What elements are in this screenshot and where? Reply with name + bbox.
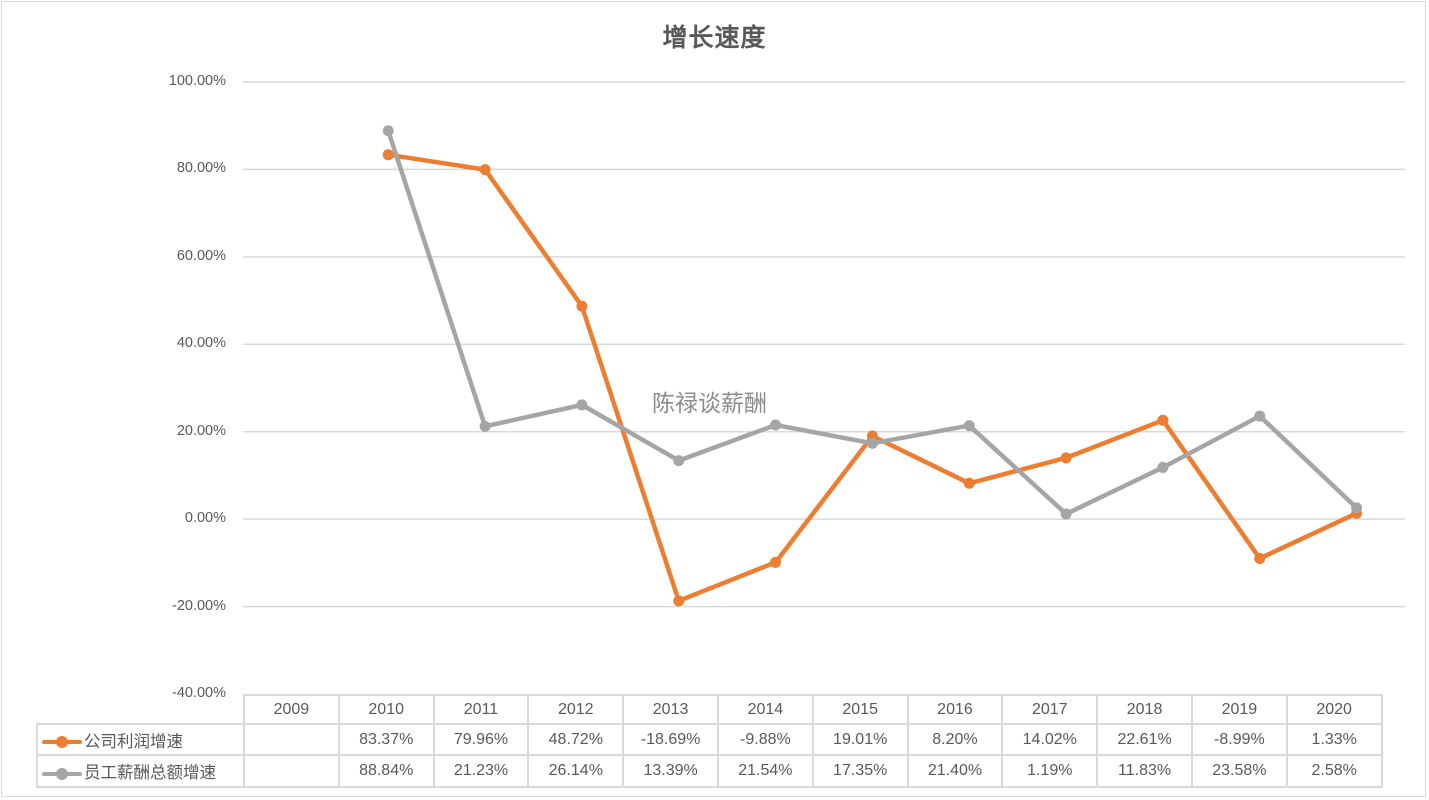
data-point-marker [1157,414,1169,426]
table-cell: 21.40% [906,754,1004,788]
series-line-0 [386,152,1359,604]
data-point-marker [770,419,782,431]
category-header: 2012 [527,694,625,725]
data-point-marker [1060,508,1072,520]
data-point-marker [1157,461,1169,473]
table-cell: 23.58% [1190,754,1288,788]
data-point-marker [673,595,685,607]
y-tick-label: 80.00% [176,160,226,177]
data-point-marker [963,477,975,489]
table-cell: 88.84% [337,754,435,788]
table-cell: 19.01% [811,723,909,756]
category-header: 2015 [811,694,909,725]
data-point-marker [1254,552,1266,564]
category-header: 2017 [1001,694,1099,725]
category-header: 2011 [432,694,530,725]
table-cell: -9.88% [716,723,814,756]
table-cell: 11.83% [1096,754,1193,788]
table-cell: -8.99% [1190,723,1288,756]
data-point-marker [963,420,975,432]
legend-label: 公司利润增速 [84,731,183,751]
legend-key-icon [42,735,82,749]
table-header-row: 2009 2010 2011 2012 2013 2014 2015 2016 2017 2018… [37,694,1383,725]
legend-item-profit: 公司利润增速 [36,723,245,756]
y-tick-label: -20.00% [171,597,226,614]
category-header: 2013 [622,694,719,725]
watermark: 陈禄谈薪酬 [652,391,767,417]
data-table: 2009 2010 2011 2012 2013 2014 2015 2016 2017 2018… [36,694,1383,788]
category-header: 2020 [1285,694,1383,725]
table-corner [37,695,245,725]
series-line-1 [386,128,1359,517]
category-header: 2018 [1096,694,1193,725]
chart-title: 增长速度 [662,23,767,52]
table-cell: -18.69% [622,723,719,756]
table-cell: 21.54% [716,754,814,788]
table-cell: 79.96% [432,723,530,756]
y-tick-label: 60.00% [176,247,226,264]
legend-item-salary: 员工薪酬总额增速 [36,754,245,788]
data-point-marker [866,437,878,449]
category-header: 2010 [337,694,435,725]
table-cell: 22.61% [1096,723,1193,756]
data-point-marker [1351,502,1363,514]
category-header: 2014 [716,694,814,725]
data-point-marker [673,455,685,467]
table-cell: 26.14% [527,754,625,788]
table-cell: 1.19% [1001,754,1099,788]
table-row: 员工薪酬总额增速 88.84% 21.23% 26.14% 13.39% 21.54% 1… [36,754,1383,788]
data-point-marker [576,399,588,411]
table-cell [243,754,340,788]
table-cell: 48.72% [527,723,625,756]
data-point-marker [479,420,491,432]
data-point-marker [1254,410,1266,422]
legend-label: 员工薪酬总额增速 [84,763,216,782]
category-header: 2009 [243,694,340,725]
table-cell: 1.33% [1285,723,1383,756]
table-cell: 8.20% [906,723,1004,756]
y-tick-label: 100.00% [168,73,226,89]
y-tick-label: 0.00% [184,510,226,527]
data-point-marker [770,556,782,568]
y-tick-label: 40.00% [176,335,226,352]
y-tick-label: 20.00% [176,422,226,439]
table-cell: 83.37% [337,723,435,756]
category-header: 2019 [1190,694,1288,725]
table-cell: 14.02% [1001,723,1099,756]
data-point-marker [479,164,491,176]
data-point-marker [576,300,588,312]
table-cell: 17.35% [811,754,909,788]
table-cell [243,723,340,756]
table-row: 公司利润增速 83.37% 79.96% 48.72% -18.69% -9.88% 19… [36,723,1383,756]
table-cell: 21.23% [432,754,530,788]
category-header: 2016 [906,694,1004,725]
data-point-marker [382,149,394,161]
data-point-marker [382,125,394,137]
table-cell: 2.58% [1285,754,1383,788]
table-cell: 13.39% [622,754,719,788]
data-point-marker [1060,452,1072,464]
legend-key-icon [42,767,82,781]
